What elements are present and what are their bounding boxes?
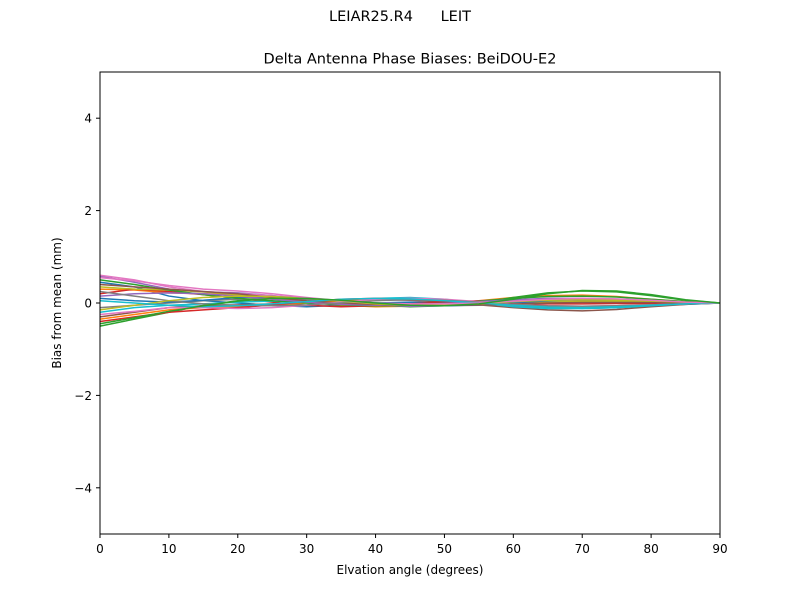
x-tick-label: 70 — [575, 542, 590, 556]
y-tick-label: 4 — [84, 112, 92, 126]
x-tick-label: 90 — [712, 542, 727, 556]
y-tick-label: 2 — [84, 204, 92, 218]
y-axis: −4 −2 0 2 4 — [74, 112, 100, 495]
x-tick-label: 10 — [161, 542, 176, 556]
x-tick-label: 60 — [506, 542, 521, 556]
x-tick-label: 80 — [643, 542, 658, 556]
series-layer — [99, 274, 721, 327]
series-line-18 — [99, 290, 721, 307]
series-line-22 — [99, 289, 721, 325]
suptitle-radome: LEIT — [440, 9, 471, 25]
series-line-20 — [99, 297, 721, 309]
y-tick-label: −4 — [74, 481, 92, 495]
x-axis: 0 10 20 30 40 50 60 70 80 90 — [96, 534, 728, 556]
x-axis-label: Elvation angle (degrees) — [337, 563, 484, 577]
figure-suptitle: LEIAR25.R4 LEIT — [0, 9, 800, 25]
x-tick-label: 50 — [437, 542, 452, 556]
x-tick-label: 30 — [299, 542, 314, 556]
y-tick-label: 0 — [84, 297, 92, 311]
series-line-21 — [99, 276, 721, 305]
x-tick-label: 40 — [368, 542, 383, 556]
suptitle-antenna: LEIAR25.R4 — [329, 9, 413, 25]
y-tick-label: −2 — [74, 389, 92, 403]
y-axis-label: Bias from mean (mm) — [50, 237, 64, 368]
x-tick-label: 20 — [230, 542, 245, 556]
x-tick-label: 0 — [96, 542, 104, 556]
chart-title: Delta Antenna Phase Biases: BeiDOU-E2 — [264, 52, 557, 68]
